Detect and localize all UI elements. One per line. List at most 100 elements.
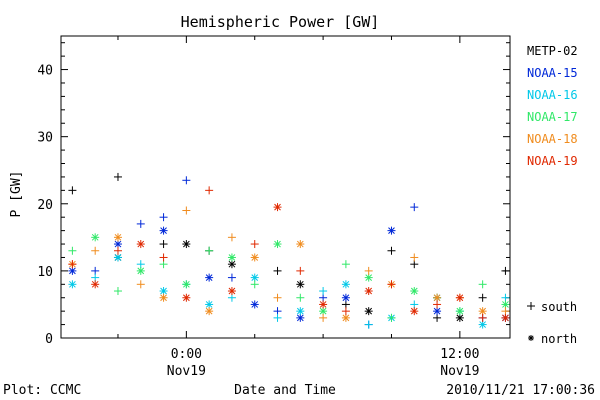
- data-point-north: [250, 253, 259, 262]
- legend-entry: NOAA-18: [527, 132, 578, 146]
- data-point-south: [136, 260, 145, 269]
- data-point-south: [159, 213, 168, 222]
- data-point-north: [455, 313, 464, 322]
- data-point-north: [455, 307, 464, 316]
- data-point-south: [136, 280, 145, 289]
- data-point-north: [319, 307, 328, 316]
- data-point-north: [250, 273, 259, 282]
- data-point-north: [113, 253, 122, 262]
- data-point-north: [501, 300, 510, 309]
- data-point-south: [91, 266, 100, 275]
- data-point-south: [387, 246, 396, 255]
- x-tick-label-date: Nov19: [167, 364, 206, 379]
- y-tick-label: 0: [45, 332, 53, 347]
- data-point-north: [364, 273, 373, 282]
- data-point-north: [296, 307, 305, 316]
- data-point-north: [136, 240, 145, 249]
- data-point-south: [136, 219, 145, 228]
- data-point-north: [296, 313, 305, 322]
- x-tick-label-time: 0:00: [171, 347, 202, 362]
- chart-title: Hemispheric Power [GW]: [181, 13, 380, 31]
- data-point-north: [68, 280, 77, 289]
- data-point-north: [296, 280, 305, 289]
- data-point-north: [159, 287, 168, 296]
- data-point-south: [478, 280, 487, 289]
- legend-entry: NOAA-15: [527, 66, 578, 80]
- plot-credit: Plot: CCMC: [3, 383, 81, 398]
- data-point-north: [433, 307, 442, 316]
- data-point-north: [136, 266, 145, 275]
- legend-north-label: north: [541, 332, 577, 346]
- data-point-north: [478, 307, 487, 316]
- data-point-south: [227, 273, 236, 282]
- data-point-south: [205, 246, 214, 255]
- data-point-north: [341, 313, 350, 322]
- data-point-south: [319, 293, 328, 302]
- data-point-north: [205, 300, 214, 309]
- data-point-south: [410, 203, 419, 212]
- data-point-south: [227, 233, 236, 242]
- data-point-south: [296, 293, 305, 302]
- data-point-south: [478, 293, 487, 302]
- data-point-north: [159, 293, 168, 302]
- y-tick-label: 20: [37, 198, 53, 213]
- data-point-south: [433, 313, 442, 322]
- data-point-south: [182, 176, 191, 185]
- data-point-south: [410, 253, 419, 262]
- data-point-north: [410, 307, 419, 316]
- data-point-south: [113, 287, 122, 296]
- data-point-south: [341, 300, 350, 309]
- data-point-north: [250, 300, 259, 309]
- data-point-north: [273, 203, 282, 212]
- y-tick-label: 40: [37, 64, 53, 79]
- data-point-north: [341, 280, 350, 289]
- data-point-south: [341, 260, 350, 269]
- x-tick-label-date: Nov19: [440, 364, 479, 379]
- axis-ticks: 0102030400:00Nov1912:00Nov190:00Nov2012:…: [37, 36, 510, 379]
- data-point-south: [250, 280, 259, 289]
- data-point-south: [159, 253, 168, 262]
- data-point-south: [68, 246, 77, 255]
- data-point-north: [273, 240, 282, 249]
- data-point-north: [205, 273, 214, 282]
- data-point-north: [227, 253, 236, 262]
- legend-south-label: south: [541, 300, 577, 314]
- legend-entry: METP-02: [527, 44, 578, 58]
- x-axis-label: Date and Time: [234, 383, 336, 398]
- data-point-north: [113, 233, 122, 242]
- data-point-north: [387, 226, 396, 235]
- data-point-north: [478, 320, 487, 329]
- data-point-north: [227, 260, 236, 269]
- data-point-north: [159, 226, 168, 235]
- data-point-south: [501, 307, 510, 316]
- data-point-north: [296, 240, 305, 249]
- data-point-south: [159, 260, 168, 269]
- data-point-south: [501, 293, 510, 302]
- data-point-south: [364, 320, 373, 329]
- data-point-north: [91, 280, 100, 289]
- data-point-south: [341, 307, 350, 316]
- data-point-north: [319, 300, 328, 309]
- data-point-north: [91, 233, 100, 242]
- data-point-south: [182, 206, 191, 215]
- data-point-north: [455, 293, 464, 302]
- data-point-south: [250, 240, 259, 249]
- data-point-south: [205, 186, 214, 195]
- data-point-north: [182, 240, 191, 249]
- data-point-north: [182, 293, 191, 302]
- data-point-north: [364, 307, 373, 316]
- x-tick-label-time: 12:00: [440, 347, 479, 362]
- data-point-north: [182, 280, 191, 289]
- data-point-south: [319, 313, 328, 322]
- data-point-south: [478, 313, 487, 322]
- data-point-south: [319, 287, 328, 296]
- data-point-south: [501, 266, 510, 275]
- data-point-north: [410, 287, 419, 296]
- legend-entry: NOAA-19: [527, 154, 578, 168]
- data-point-south: [91, 246, 100, 255]
- data-point-north: [433, 293, 442, 302]
- data-point-south: [387, 280, 396, 289]
- data-point-south: [410, 260, 419, 269]
- data-point-south: [433, 300, 442, 309]
- data-point-south: [410, 300, 419, 309]
